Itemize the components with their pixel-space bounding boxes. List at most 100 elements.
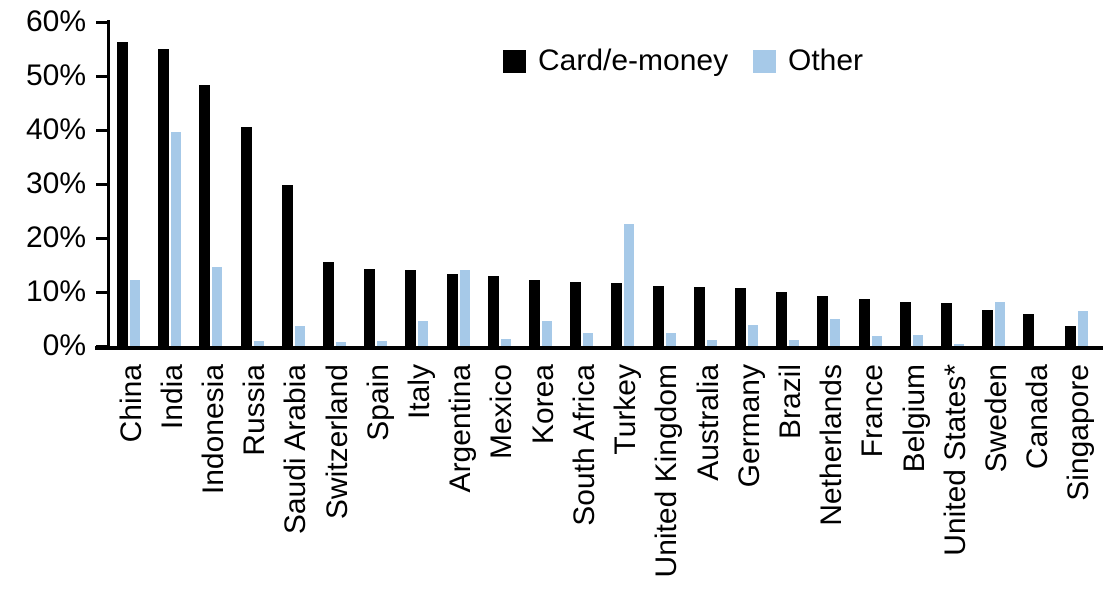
bar-group (441, 0, 482, 346)
bar-other (542, 321, 553, 346)
y-axis-tick-mark (96, 75, 110, 78)
bar-other (830, 319, 841, 346)
bar-other (212, 266, 223, 346)
x-axis-category-label: Saudi Arabia (279, 364, 313, 535)
legend-label-other: Other (788, 44, 864, 77)
bar-group (811, 0, 852, 346)
x-axis-category-label: Italy (403, 364, 437, 420)
bar-card-emoney (982, 310, 994, 346)
bar-other (171, 131, 182, 346)
bar-card-emoney (446, 273, 458, 346)
x-axis-category-label: Spain (361, 364, 395, 441)
bar-group (894, 0, 935, 346)
x-axis-category-label: Canada (1021, 364, 1055, 470)
bar-card-emoney (941, 302, 953, 346)
bar-other (583, 333, 594, 346)
y-axis-tick-label: 50% (25, 59, 86, 92)
bar-card-emoney (776, 291, 788, 346)
x-axis-category-label: Germany (732, 364, 766, 488)
x-axis-category-label: United Kingdom (650, 364, 684, 578)
bar-card-emoney (405, 269, 417, 346)
bar-card-emoney (240, 126, 252, 346)
x-axis-category-label: Korea (526, 364, 560, 445)
bar-card-emoney (899, 301, 911, 346)
x-axis-category-label: Indonesia (197, 364, 231, 495)
x-axis-category-label: South Africa (567, 364, 601, 526)
bar-other (871, 336, 882, 346)
x-axis-category-label: Switzerland (320, 364, 354, 520)
bar-card-emoney (735, 288, 747, 346)
x-axis-category-label: Mexico (485, 364, 519, 460)
bar-other (294, 325, 305, 346)
legend-item-other: Other (753, 44, 863, 78)
bar-group (729, 0, 770, 346)
x-axis-category-label: Sweden (979, 364, 1013, 473)
bar-group (605, 0, 646, 346)
bar-card-emoney (693, 286, 705, 346)
bar-group (1059, 0, 1100, 346)
y-axis-tick-label: 60% (25, 5, 86, 38)
bar-group (276, 0, 317, 346)
y-axis-tick-label: 0% (42, 329, 86, 362)
bar-other (912, 334, 923, 346)
bar-card-emoney (158, 48, 170, 346)
bar-group (399, 0, 440, 346)
y-axis-tick-mark (96, 291, 110, 294)
bar-card-emoney (570, 281, 582, 346)
bar-card-emoney (487, 276, 499, 346)
bar-card-emoney (323, 261, 335, 346)
x-axis-line (95, 346, 1103, 350)
bar-other (459, 270, 470, 346)
bar-other (624, 224, 635, 346)
legend-swatch-card (503, 49, 526, 73)
bar-other (995, 301, 1006, 346)
bar-other (748, 324, 759, 346)
bar-group (482, 0, 523, 346)
x-axis-category-label: Singapore (1062, 364, 1096, 501)
bar-card-emoney (529, 279, 541, 346)
bar-card-emoney (1064, 325, 1076, 346)
y-axis-tick-mark (96, 129, 110, 132)
x-axis-category-label: India (155, 364, 189, 430)
bar-card-emoney (117, 42, 128, 346)
x-axis-category-label: Australia (691, 364, 725, 481)
y-axis-tick-mark (96, 21, 110, 24)
bar-group (1017, 0, 1058, 346)
bar-other (130, 280, 140, 346)
x-axis-category-label: Russia (238, 364, 272, 456)
bar-group (317, 0, 358, 346)
x-axis-category-label: Turkey (609, 364, 643, 455)
bar-group (647, 0, 688, 346)
bar-other (1077, 310, 1088, 346)
legend-label-card: Card/e-money (538, 44, 729, 77)
bar-card-emoney (652, 285, 664, 346)
bar-group (853, 0, 894, 346)
bar-group (152, 0, 193, 346)
bar-other (500, 339, 511, 346)
bar-group (770, 0, 811, 346)
y-axis-tick-label: 20% (25, 221, 86, 254)
y-axis-tick-label: 30% (25, 167, 86, 200)
bar-group (935, 0, 976, 346)
legend-swatch-other (753, 49, 776, 73)
x-axis-category-label: Brazil (773, 364, 807, 440)
bar-card-emoney (858, 299, 870, 346)
bar-group (358, 0, 399, 346)
bar-card-emoney (817, 295, 829, 346)
bar-other (706, 340, 717, 346)
y-axis-tick-mark (96, 345, 110, 348)
y-axis-tick-mark (96, 237, 110, 240)
bar-card-emoney (1023, 314, 1035, 346)
x-axis-category-label: United States* (938, 364, 972, 556)
bar-card-emoney (611, 282, 623, 346)
bar-card-emoney (199, 85, 211, 346)
bar-other (418, 321, 429, 346)
bar-other (789, 339, 800, 346)
y-axis-tick-label: 10% (25, 275, 86, 308)
x-axis-category-label: Belgium (897, 364, 931, 473)
bar-group (688, 0, 729, 346)
bar-group (235, 0, 276, 346)
x-axis-category-label: Argentina (444, 364, 478, 493)
bar-other (336, 342, 347, 346)
